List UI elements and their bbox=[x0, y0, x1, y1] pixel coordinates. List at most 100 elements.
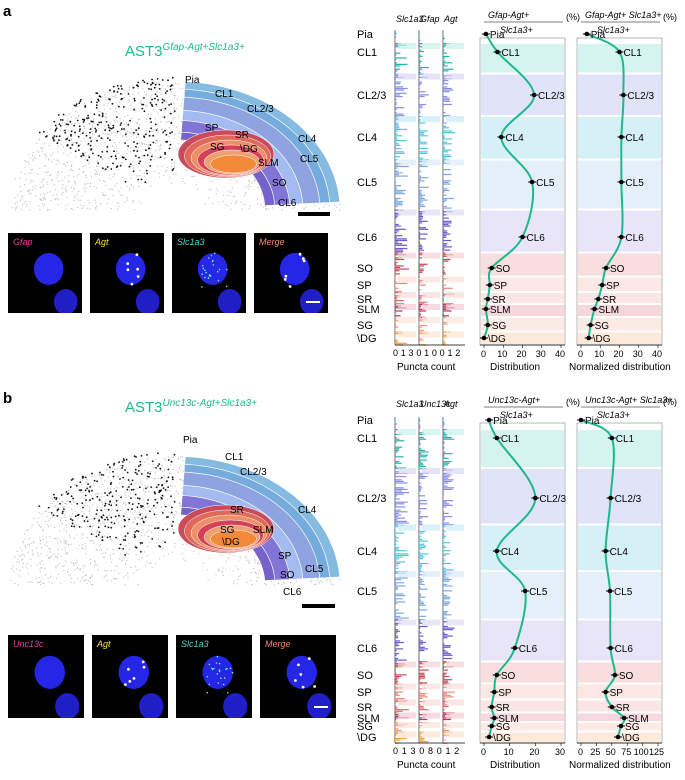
puncta-band bbox=[446, 304, 464, 310]
layer-band bbox=[578, 525, 661, 570]
micrograph-agt: Agt bbox=[90, 233, 164, 313]
puncta-bar bbox=[395, 654, 397, 656]
puncta-bar bbox=[443, 571, 447, 573]
puncta-bar bbox=[395, 178, 396, 180]
puncta-bar bbox=[395, 493, 404, 495]
puncta-bar bbox=[419, 292, 420, 294]
layer-label: CL6 bbox=[357, 232, 377, 244]
puncta-bar bbox=[443, 287, 453, 289]
puncta-band bbox=[446, 429, 464, 435]
puncta-bar bbox=[419, 648, 429, 650]
puncta-band bbox=[398, 116, 416, 122]
puncta-bar bbox=[419, 715, 420, 717]
data-point bbox=[608, 495, 613, 501]
gene-header: Slc1a3 bbox=[396, 399, 424, 409]
puncta-bar bbox=[419, 587, 421, 589]
puncta-bar bbox=[419, 143, 428, 145]
puncta-bar bbox=[419, 307, 421, 309]
puncta-bar bbox=[443, 562, 451, 565]
puncta-bar bbox=[443, 95, 448, 98]
puncta-bar bbox=[443, 453, 453, 455]
puncta-bar bbox=[443, 596, 451, 598]
puncta-bar bbox=[443, 733, 445, 735]
puncta-bar bbox=[443, 284, 447, 286]
puncta-bar bbox=[419, 254, 423, 256]
point-label: SP bbox=[498, 688, 512, 699]
puncta-bar bbox=[419, 516, 429, 518]
data-point bbox=[489, 265, 494, 271]
puncta-bar bbox=[419, 251, 420, 253]
puncta-bar bbox=[395, 282, 408, 285]
puncta-bar bbox=[395, 132, 397, 134]
puncta-bar bbox=[395, 504, 397, 506]
puncta-bar bbox=[443, 39, 444, 41]
brain-label-cl23: CL2/3 bbox=[247, 104, 274, 115]
puncta-bar bbox=[395, 579, 402, 581]
puncta-bar bbox=[443, 278, 448, 280]
puncta-bar bbox=[395, 133, 398, 135]
puncta-bar bbox=[395, 263, 397, 265]
puncta-bar bbox=[419, 686, 420, 688]
puncta-bar bbox=[443, 202, 444, 204]
puncta-bar bbox=[443, 173, 452, 176]
punctum bbox=[132, 677, 136, 680]
puncta-bar bbox=[443, 595, 448, 597]
layer-band bbox=[481, 305, 564, 316]
puncta-bar bbox=[419, 646, 425, 648]
puncta-bar bbox=[419, 693, 427, 695]
layer-band bbox=[578, 318, 661, 331]
puncta-bar bbox=[443, 260, 449, 262]
punctum bbox=[229, 667, 232, 670]
point-label: CL2/3 bbox=[539, 494, 566, 505]
puncta-bar bbox=[395, 301, 397, 303]
point-label: SO bbox=[619, 671, 634, 682]
puncta-bar bbox=[419, 258, 420, 261]
puncta-bar bbox=[419, 730, 420, 732]
data-point bbox=[485, 296, 491, 302]
punctum bbox=[212, 668, 214, 671]
puncta-bar bbox=[419, 570, 424, 573]
puncta-bar bbox=[419, 46, 422, 48]
puncta-bar bbox=[419, 575, 420, 577]
puncta-bar bbox=[419, 462, 423, 464]
puncta-bar bbox=[419, 420, 421, 422]
puncta-bar bbox=[395, 274, 396, 277]
brain-label-sp: SP bbox=[205, 123, 219, 134]
puncta-bar bbox=[443, 512, 449, 514]
punctum bbox=[207, 277, 210, 279]
layer-label: SG bbox=[357, 721, 373, 733]
puncta-bar bbox=[419, 238, 426, 240]
puncta-bar bbox=[443, 638, 444, 640]
layer-label: SO bbox=[357, 670, 373, 682]
punctum bbox=[216, 270, 219, 273]
puncta-bar bbox=[395, 675, 402, 678]
puncta-bar bbox=[443, 76, 446, 78]
puncta-bar bbox=[443, 185, 444, 187]
puncta-bar bbox=[395, 119, 399, 121]
puncta-bar bbox=[395, 75, 399, 77]
puncta-bar bbox=[419, 674, 425, 676]
puncta-bar bbox=[419, 590, 420, 592]
normalized-distribution-chart: Gfap-Agt+ Slc1a3+Slc1a3+(%)0 10 20 30 40Norm… bbox=[569, 10, 677, 373]
puncta-bar bbox=[419, 683, 423, 685]
puncta-bar bbox=[395, 49, 396, 51]
puncta-bar bbox=[443, 686, 447, 688]
puncta-bar bbox=[419, 257, 423, 259]
panel-a-scale-bar bbox=[298, 212, 330, 216]
puncta-bar bbox=[419, 243, 421, 245]
puncta-band bbox=[398, 304, 416, 310]
puncta-bar bbox=[395, 315, 401, 317]
puncta-bar bbox=[395, 697, 405, 700]
puncta-bar bbox=[443, 682, 449, 684]
point-label: SLM bbox=[490, 305, 511, 316]
puncta-bar bbox=[395, 577, 408, 579]
data-point bbox=[619, 234, 624, 240]
puncta-bar bbox=[419, 484, 420, 486]
puncta-bar bbox=[395, 144, 401, 146]
puncta-bar bbox=[443, 669, 449, 671]
puncta-bar bbox=[395, 448, 400, 450]
puncta-bar bbox=[419, 728, 420, 730]
point-label: SLM bbox=[628, 714, 649, 725]
puncta-bar bbox=[419, 664, 420, 666]
layer-label: \DG bbox=[357, 732, 377, 744]
